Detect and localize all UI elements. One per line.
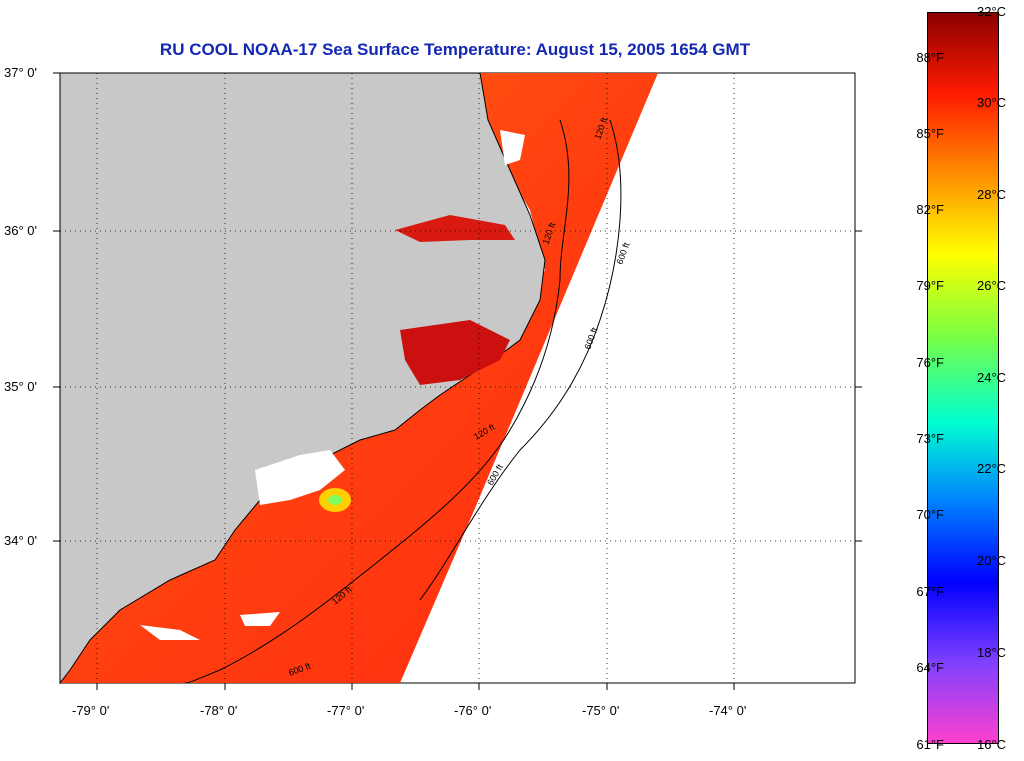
cool-patch-core — [328, 495, 342, 505]
longitude-label: -75° 0' — [582, 703, 620, 718]
celsius-label: 28°C — [977, 187, 1007, 202]
map-title: RU COOL NOAA-17 Sea Surface Temperature:… — [159, 40, 751, 59]
grid — [60, 73, 855, 683]
celsius-label: 30°C — [977, 95, 1007, 110]
fahrenheit-label: 64°F — [916, 660, 944, 675]
celsius-label: 32°C — [977, 4, 1007, 19]
celsius-label: 20°C — [977, 553, 1007, 568]
fahrenheit-label: 82°F — [916, 202, 944, 217]
celsius-label: 22°C — [977, 461, 1007, 476]
cloud-patch — [500, 130, 525, 165]
colorbar-gradient — [928, 13, 998, 743]
celsius-label: 26°C — [977, 278, 1007, 293]
temperature-colorbar — [927, 12, 999, 744]
cloud-patch — [140, 625, 200, 640]
longitude-label: -74° 0' — [709, 703, 747, 718]
fahrenheit-label: 85°F — [916, 126, 944, 141]
fahrenheit-label: 61°F — [916, 737, 944, 752]
longitude-label: -79° 0' — [72, 703, 110, 718]
fahrenheit-label: 76°F — [916, 355, 944, 370]
axis-ticks — [53, 72, 862, 690]
cloud-patch — [240, 612, 280, 626]
latitude-label: 35° 0' — [4, 379, 37, 394]
celsius-label: 16°C — [977, 737, 1007, 752]
latitude-label: 34° 0' — [4, 533, 37, 548]
longitude-label: -78° 0' — [200, 703, 238, 718]
celsius-label: 24°C — [977, 370, 1007, 385]
fahrenheit-label: 88°F — [916, 50, 944, 65]
fahrenheit-label: 67°F — [916, 584, 944, 599]
latitude-label: 37° 0' — [4, 65, 37, 80]
longitude-label: -77° 0' — [327, 703, 365, 718]
fahrenheit-label: 79°F — [916, 278, 944, 293]
pamlico-sound — [400, 320, 510, 385]
albemarle-sound — [395, 215, 515, 242]
cloud-patch — [255, 450, 345, 505]
longitude-label: -76° 0' — [454, 703, 492, 718]
bathymetry-contours — [184, 119, 622, 684]
latitude-label: 36° 0' — [4, 223, 37, 238]
fahrenheit-label: 70°F — [916, 507, 944, 522]
fahrenheit-label: 73°F — [916, 431, 944, 446]
celsius-label: 18°C — [977, 645, 1007, 660]
